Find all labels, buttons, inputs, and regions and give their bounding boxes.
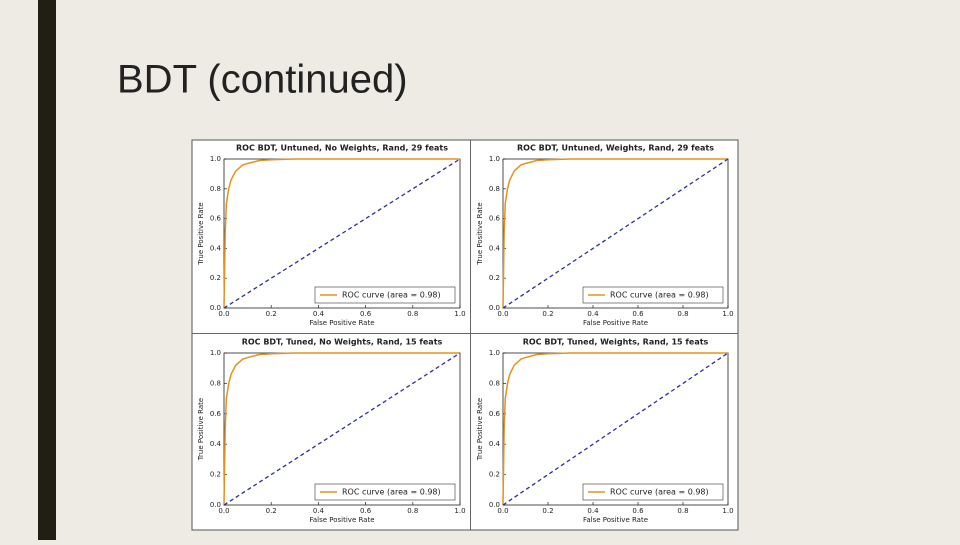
y-tick-label: 0.6 xyxy=(210,215,222,223)
x-tick-label: 0.0 xyxy=(497,310,508,318)
y-tick-label: 0.8 xyxy=(210,379,221,387)
y-tick-label: 0.2 xyxy=(489,274,500,282)
y-tick-label: 0.2 xyxy=(489,471,500,479)
chart-title: ROC BDT, Tuned, No Weights, Rand, 15 fea… xyxy=(242,338,443,347)
y-tick-label: 0.8 xyxy=(210,185,221,193)
x-tick-label: 0.8 xyxy=(677,507,688,515)
y-tick-label: 0.6 xyxy=(489,410,501,418)
x-tick-label: 0.8 xyxy=(407,310,418,318)
y-axis-label: True Positive Rate xyxy=(197,398,205,461)
x-tick-label: 0.4 xyxy=(587,507,599,515)
y-tick-label: 0.4 xyxy=(489,440,501,448)
y-tick-label: 0.0 xyxy=(210,304,221,312)
diagonal-line xyxy=(223,352,461,506)
y-tick-label: 0.2 xyxy=(210,471,221,479)
roc-curve xyxy=(502,352,728,506)
diagonal-line xyxy=(502,352,729,506)
legend-label: ROC curve (area = 0.98) xyxy=(342,291,441,300)
x-axis-label: False Positive Rate xyxy=(309,516,374,524)
x-axis-label: False Positive Rate xyxy=(309,319,374,327)
x-tick-label: 0.0 xyxy=(218,310,229,318)
legend-label: ROC curve (area = 0.98) xyxy=(342,488,441,497)
slide-title: BDT (continued) xyxy=(117,58,408,102)
y-tick-label: 1.0 xyxy=(210,155,221,163)
x-tick-label: 0.6 xyxy=(632,507,644,515)
x-tick-label: 0.8 xyxy=(407,507,418,515)
legend-box xyxy=(314,286,456,304)
x-tick-label: 0.0 xyxy=(497,507,508,515)
x-tick-label: 0.4 xyxy=(587,310,599,318)
x-tick-label: 0.2 xyxy=(266,507,277,515)
legend-box xyxy=(314,483,456,501)
y-tick-label: 0.4 xyxy=(210,440,222,448)
y-tick-label: 1.0 xyxy=(489,349,500,357)
y-tick-label: 0.0 xyxy=(489,304,500,312)
x-tick-label: 1.0 xyxy=(454,310,465,318)
y-axis-label: True Positive Rate xyxy=(476,398,484,461)
y-tick-label: 1.0 xyxy=(489,155,500,163)
figure-frame xyxy=(191,139,739,531)
x-tick-label: 1.0 xyxy=(722,507,733,515)
x-tick-label: 0.6 xyxy=(632,310,644,318)
x-tick-label: 0.2 xyxy=(542,507,553,515)
x-tick-label: 0.2 xyxy=(542,310,553,318)
x-tick-label: 0.4 xyxy=(313,310,325,318)
x-tick-label: 0.0 xyxy=(218,507,229,515)
diagonal-line xyxy=(223,158,461,309)
x-tick-label: 1.0 xyxy=(454,507,465,515)
x-tick-label: 0.2 xyxy=(266,310,277,318)
x-axis-label: False Positive Rate xyxy=(583,319,648,327)
legend-box xyxy=(582,286,724,304)
roc-curve xyxy=(502,158,728,309)
x-tick-label: 0.6 xyxy=(360,507,372,515)
y-axis-label: True Positive Rate xyxy=(476,202,484,265)
legend-label: ROC curve (area = 0.98) xyxy=(610,291,709,300)
roc-curve xyxy=(223,352,460,506)
chart-title: ROC BDT, Tuned, Weights, Rand, 15 feats xyxy=(523,338,709,347)
x-tick-label: 0.4 xyxy=(313,507,325,515)
y-tick-label: 0.4 xyxy=(489,244,501,252)
x-axis-label: False Positive Rate xyxy=(583,516,648,524)
side-bar xyxy=(38,0,56,540)
diagonal-line xyxy=(502,158,729,309)
legend-box xyxy=(582,483,724,501)
x-tick-label: 0.6 xyxy=(360,310,372,318)
y-tick-label: 1.0 xyxy=(210,349,221,357)
y-tick-label: 0.8 xyxy=(489,379,500,387)
chart-title: ROC BDT, Untuned, Weights, Rand, 29 feat… xyxy=(517,144,714,153)
y-tick-label: 0.0 xyxy=(210,501,221,509)
chart-title: ROC BDT, Untuned, No Weights, Rand, 29 f… xyxy=(236,144,448,153)
y-axis-label: True Positive Rate xyxy=(197,202,205,265)
y-tick-label: 0.6 xyxy=(489,215,501,223)
x-tick-label: 1.0 xyxy=(722,310,733,318)
y-tick-label: 0.6 xyxy=(210,410,222,418)
y-tick-label: 0.2 xyxy=(210,274,221,282)
roc-curve xyxy=(223,158,460,309)
y-tick-label: 0.0 xyxy=(489,501,500,509)
x-tick-label: 0.8 xyxy=(677,310,688,318)
legend-label: ROC curve (area = 0.98) xyxy=(610,488,709,497)
y-tick-label: 0.8 xyxy=(489,185,500,193)
y-tick-label: 0.4 xyxy=(210,244,222,252)
